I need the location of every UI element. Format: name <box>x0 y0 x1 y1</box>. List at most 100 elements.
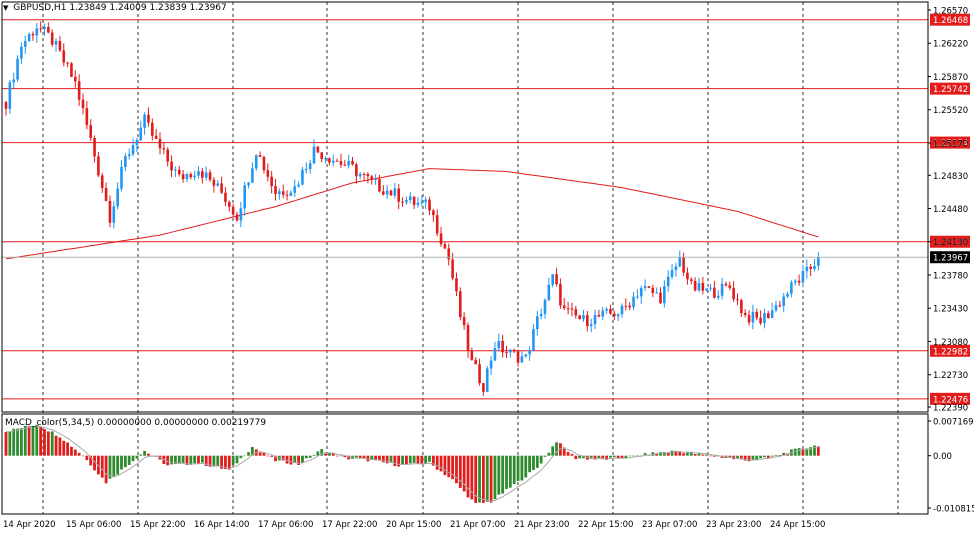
macd-signal-line <box>6 425 819 502</box>
time-tick-label: 22 Apr 15:00 <box>578 520 633 530</box>
macd-bar <box>235 455 239 464</box>
collapse-triangle-icon[interactable]: ▼ <box>3 4 9 12</box>
candle-body <box>574 309 578 316</box>
candle-body <box>116 188 119 207</box>
candle-body <box>601 310 605 317</box>
macd-bar <box>816 446 820 456</box>
candle-body <box>47 26 50 33</box>
macd-bar <box>108 455 112 479</box>
candle-body <box>578 315 581 319</box>
candle-body <box>562 305 566 309</box>
candle-body <box>127 154 131 157</box>
candle-body <box>70 63 73 77</box>
candle-body <box>551 274 554 285</box>
time-tick-label: 16 Apr 14:00 <box>194 520 249 530</box>
macd-bar <box>20 428 23 456</box>
candle-body <box>258 155 262 157</box>
macd-bar <box>139 454 143 456</box>
macd-bar <box>547 452 551 456</box>
level-label-bg <box>930 392 970 405</box>
pane-frames <box>1 1 929 515</box>
candle-body <box>651 287 655 293</box>
candle-body <box>451 259 454 279</box>
candle-body <box>305 169 308 171</box>
macd-bar <box>689 452 693 456</box>
candle-body <box>339 161 343 165</box>
candle-body <box>420 201 424 203</box>
candle-body <box>482 383 485 392</box>
macd-bar <box>123 455 127 468</box>
macd-bar <box>470 455 474 500</box>
candle-body <box>559 284 562 306</box>
level-label-bg <box>930 344 970 357</box>
macd-bar <box>782 452 786 456</box>
candle-body <box>43 26 46 30</box>
candle-body <box>108 200 112 223</box>
macd-bar <box>374 455 377 461</box>
time-tick-label: 15 Apr 06:00 <box>66 520 121 530</box>
macd-bar <box>478 455 481 503</box>
time-axis[interactable]: 14 Apr 2020 15 Apr 06:00 15 Apr 22:00 16 Ap… <box>3 520 825 530</box>
candle-body <box>351 161 354 165</box>
candle-body <box>358 173 362 177</box>
candle-body <box>401 201 404 203</box>
price-tick-label: 1.24480 <box>933 205 968 215</box>
macd-bar <box>12 428 16 456</box>
macd-bar <box>16 428 19 456</box>
candle-body <box>12 79 15 83</box>
macd-bar <box>493 455 497 500</box>
candle-body <box>228 201 231 207</box>
candle-body <box>516 351 520 363</box>
macd-bar <box>408 455 412 464</box>
current-price-label: 1.23967 <box>933 254 968 264</box>
macd-tick-label: 0.00 <box>933 452 952 462</box>
candle-body <box>639 287 643 297</box>
candle-body <box>281 191 285 195</box>
macd-bar <box>328 452 331 456</box>
macd-bar <box>54 435 58 456</box>
price-tick-label: 1.22390 <box>933 404 968 414</box>
macd-bar <box>212 455 216 467</box>
macd-bar <box>609 455 612 458</box>
macd-bar <box>612 455 616 458</box>
price-tick-label: 1.26220 <box>933 40 968 50</box>
time-tick-label: 23 Apr 07:00 <box>642 520 697 530</box>
macd-axis: 0.0071698 0.00 -0.0108153 <box>928 418 974 515</box>
candle-body <box>151 122 154 136</box>
price-tick-label: 1.25520 <box>933 106 968 116</box>
macd-bar <box>112 455 116 478</box>
candle-body <box>405 199 408 203</box>
macd-bar <box>70 446 73 456</box>
macd-bar <box>582 455 585 459</box>
candle-body <box>251 168 254 183</box>
candle-body <box>778 305 782 307</box>
price-axis[interactable]: 1.26468 1.25742 1.25174 1.24130 1.22982 1.224… <box>928 7 970 414</box>
candle-body <box>605 308 608 311</box>
candle-body <box>62 50 66 63</box>
candle-body <box>20 46 23 59</box>
candle-body <box>609 308 612 314</box>
macd-bar <box>366 455 370 462</box>
macd-bar <box>713 455 716 457</box>
macd-bar <box>174 455 177 464</box>
macd-bar <box>655 453 659 456</box>
candle-body <box>682 257 685 273</box>
macd-bar <box>801 448 805 456</box>
macd-bar <box>200 455 204 463</box>
macd-bar <box>116 455 120 475</box>
macd-bar <box>358 455 362 459</box>
macd-bar <box>451 455 454 480</box>
candle-body <box>632 296 635 308</box>
candle-body <box>189 174 193 178</box>
candle-body <box>4 102 8 109</box>
candle-body <box>643 286 647 288</box>
candle-body <box>543 299 547 314</box>
macd-bar <box>524 455 528 478</box>
macd-bar <box>616 455 620 459</box>
candle-body <box>720 283 724 296</box>
macd-bar <box>297 455 300 465</box>
time-tick-label: 20 Apr 15:00 <box>386 520 441 530</box>
candle-body <box>77 81 81 100</box>
macd-bar <box>574 455 578 460</box>
